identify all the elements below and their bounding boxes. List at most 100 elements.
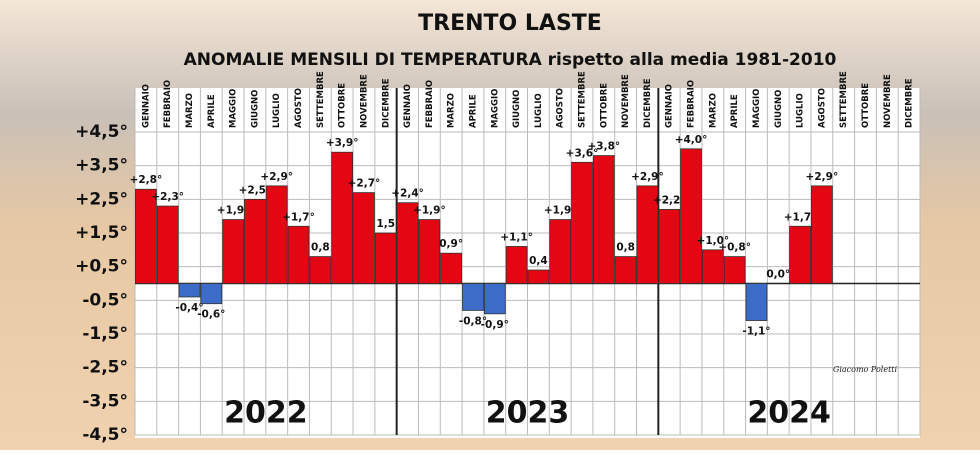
value-label: +2,7° (348, 178, 381, 190)
value-label: +0,8° (718, 242, 751, 254)
x-tick-label: GIUGNO (250, 90, 260, 128)
value-label: -0,6° (197, 309, 225, 321)
x-tick-label: FEBBRAIO (687, 80, 697, 128)
x-tick-label: GENNAIO (141, 84, 151, 128)
bar (658, 209, 681, 284)
value-label: +4,0° (675, 134, 708, 146)
chart-subtitle: ANOMALIE MENSILI DI TEMPERATURA rispetto… (184, 50, 837, 70)
year-label: 2023 (486, 396, 570, 431)
y-tick-label: -3,5° (82, 391, 128, 411)
value-label: +2,4° (391, 188, 424, 200)
x-tick-label: NOVEMBRE (883, 74, 893, 128)
bar (462, 283, 484, 311)
signature: Giacomo Poletti (833, 365, 898, 374)
x-tick-label: MAGGIO (229, 89, 239, 128)
bar (287, 225, 310, 284)
x-tick-label: GENNAIO (403, 84, 413, 128)
bar (244, 198, 266, 284)
x-tick-label: NOVEMBRE (621, 74, 631, 128)
value-label: 0,9° (439, 238, 463, 250)
bar (701, 249, 724, 284)
value-label: +2,3° (151, 191, 184, 203)
value-label: +2,2° (653, 194, 686, 206)
y-tick-label: -2,5° (82, 358, 128, 378)
x-tick-label: SETTEMBRE (578, 71, 588, 128)
x-tick-label: SETTEMBRE (316, 71, 326, 128)
x-tick-label: OTTOBRE (599, 83, 609, 128)
x-tick-label: LUGLIO (796, 93, 806, 128)
value-label: +1,9° (544, 205, 577, 217)
bar (592, 155, 615, 284)
bar (745, 283, 768, 321)
y-tick-label: -0,5° (82, 290, 128, 310)
y-tick-label: +2,5° (75, 189, 128, 209)
y-tick-label: +1,5° (75, 223, 128, 243)
bar (636, 185, 659, 284)
x-tick-label: MAGGIO (490, 89, 500, 128)
value-label: -1,1° (742, 326, 770, 338)
chart-title: TRENTO LASTE (418, 11, 602, 36)
y-tick-label: +3,5° (75, 156, 128, 176)
value-label: -0,9° (481, 319, 509, 331)
x-tick-label: APRILE (730, 94, 740, 128)
bar (680, 148, 702, 284)
bar (135, 188, 157, 284)
x-tick-label: OTTOBRE (338, 83, 348, 128)
x-tick-label: FEBBRAIO (163, 80, 173, 128)
value-label: +2,9° (631, 171, 664, 183)
value-label: +2,9° (260, 171, 293, 183)
bar (309, 256, 332, 284)
x-tick-label: MAGGIO (752, 89, 762, 128)
year-label: 2022 (224, 396, 308, 431)
value-label: +3,6° (566, 147, 599, 159)
x-tick-label: DICEMBRE (381, 78, 391, 128)
bar (353, 192, 375, 284)
bar (374, 232, 397, 284)
x-tick-label: AGOSTO (294, 88, 304, 128)
bar (527, 269, 550, 284)
x-tick-label: OTTOBRE (861, 83, 871, 128)
value-label: +1,0° (697, 235, 730, 247)
bar (331, 151, 354, 284)
value-label: +1,1° (500, 231, 533, 243)
value-label: -0,4° (175, 302, 203, 314)
x-tick-label: APRILE (468, 94, 478, 128)
x-tick-label: GIUGNO (774, 90, 784, 128)
value-label: 0,4 (529, 255, 548, 267)
x-tick-label: MARZO (447, 93, 457, 128)
x-tick-label: FEBBRAIO (425, 80, 435, 128)
bar (571, 161, 593, 284)
y-tick-label: +4,5° (75, 122, 128, 142)
bar (440, 252, 463, 284)
x-tick-label: AGOSTO (556, 88, 566, 128)
bar (505, 246, 528, 284)
bar (483, 283, 506, 315)
value-label: 1,5 (376, 218, 395, 230)
bar (811, 185, 833, 284)
value-label: +2,9° (806, 171, 839, 183)
value-label: +1,9° (413, 205, 446, 217)
bar (396, 202, 419, 284)
x-tick-label: GENNAIO (665, 84, 675, 128)
x-tick-label: LUGLIO (534, 93, 544, 128)
bar (418, 219, 441, 284)
value-label: 0,8 (616, 242, 635, 254)
bar (265, 185, 288, 284)
value-label: +2,8° (130, 174, 163, 186)
x-tick-label: MARZO (708, 93, 718, 128)
x-tick-label: AGOSTO (817, 88, 827, 128)
x-tick-label: MARZO (185, 93, 195, 128)
bar (156, 205, 179, 284)
x-tick-label: LUGLIO (272, 93, 282, 128)
x-tick-label: APRILE (207, 94, 217, 128)
x-tick-label: NOVEMBRE (359, 74, 369, 128)
y-tick-label: -4,5° (82, 425, 128, 445)
value-label: +1,9° (217, 205, 250, 217)
value-label: +2,5° (239, 184, 272, 196)
bar (178, 283, 201, 298)
value-label: +3,8° (587, 141, 620, 153)
bar (222, 219, 244, 284)
bar (723, 256, 746, 284)
year-label: 2024 (747, 396, 831, 431)
